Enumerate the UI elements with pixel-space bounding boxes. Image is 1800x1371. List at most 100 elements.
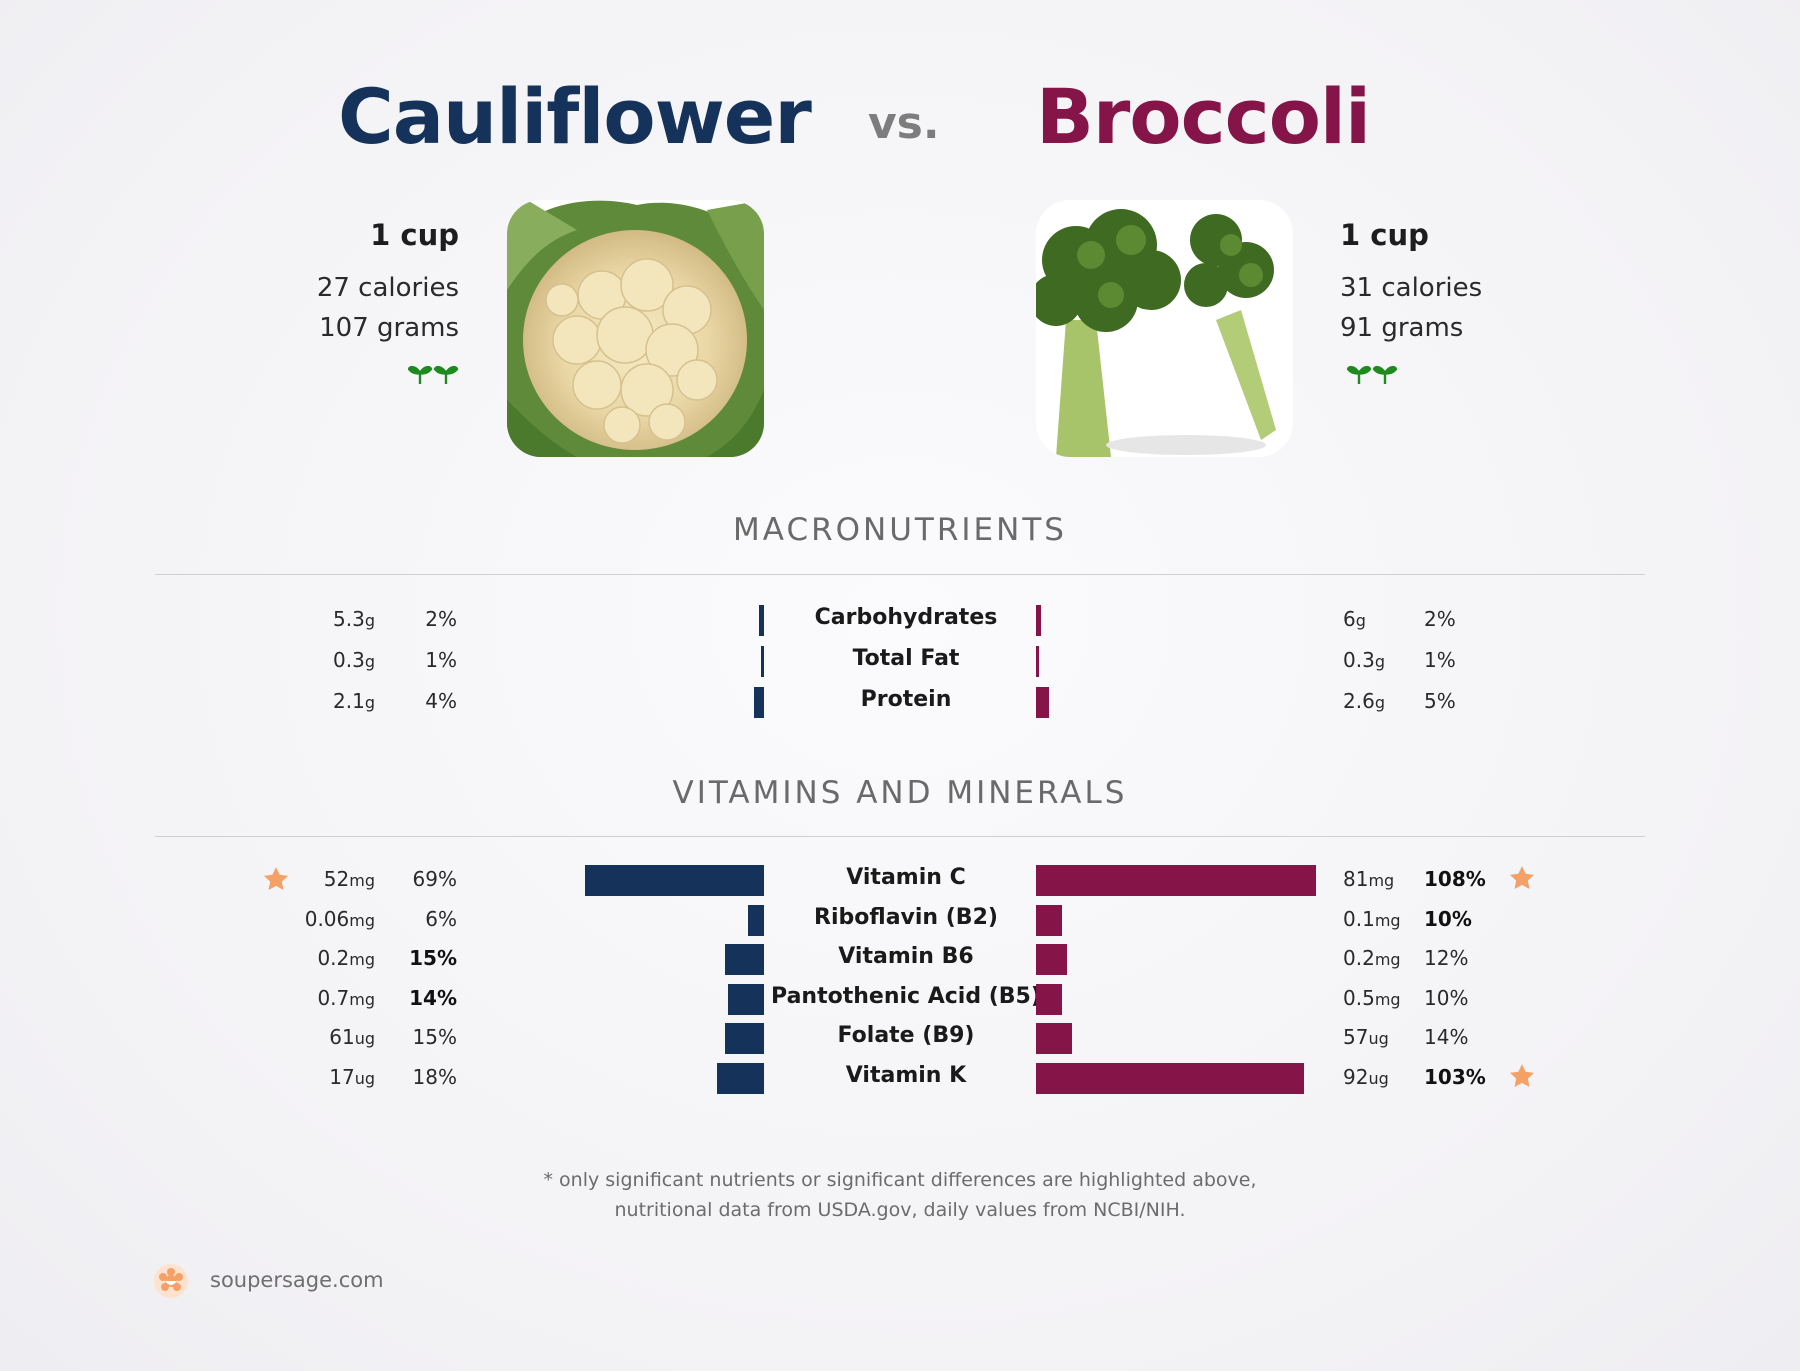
footnote-line-2: nutritional data from USDA.gov, daily va… xyxy=(614,1199,1186,1221)
amount-value: 92 xyxy=(1343,1064,1369,1089)
right-bar-vitamin-c xyxy=(1036,865,1316,896)
amount-value: 0.2 xyxy=(317,946,350,970)
left-percent-vitamin-b6: 15% xyxy=(409,946,457,970)
right-amount-total-fat: 0.3g xyxy=(1343,648,1385,672)
right-star-icon-vitamin-k xyxy=(1508,1062,1536,1094)
nutrient-label-vitamin-k: Vitamin K xyxy=(845,1062,967,1088)
left-bar-carbohydrates xyxy=(758,605,764,636)
left-bar-vitamin-k xyxy=(717,1062,764,1094)
right-food-title: Broccoli xyxy=(1036,72,1371,161)
amount-value: 5.3 xyxy=(333,607,365,631)
left-bar-pantothenic-acid-b5 xyxy=(727,983,764,1015)
amount-value: 0.2 xyxy=(1343,946,1375,970)
amount-value: 0.06 xyxy=(304,906,350,931)
left-serving: 1 cup xyxy=(370,218,459,252)
amount-value: 61 xyxy=(329,1025,355,1049)
right-bar-carbohydrates xyxy=(1036,605,1042,636)
amount-value: 0.1 xyxy=(1343,906,1375,931)
amount-value: 17 xyxy=(329,1064,355,1089)
left-bar-riboflavin-b2 xyxy=(748,904,764,936)
cauliflower-image xyxy=(507,200,764,457)
amount-unit: mg xyxy=(349,950,375,969)
right-amount-protein: 2.6g xyxy=(1343,689,1385,713)
right-amount-pantothenic-acid-b5: 0.5mg xyxy=(1343,986,1401,1010)
amount-value: 81 xyxy=(1343,867,1369,891)
right-amount-vitamin-b6: 0.2mg xyxy=(1343,946,1401,970)
right-calories: 31 calories xyxy=(1340,273,1483,303)
nutrient-label-vitamin-b6: Vitamin B6 xyxy=(838,944,974,969)
nutrient-label-total-fat: Total Fat xyxy=(852,646,960,671)
left-amount-folate-b9: 61ug xyxy=(329,1025,375,1049)
left-percent-pantothenic-acid-b5: 14% xyxy=(409,985,457,1010)
vitamins-title: VITAMINS AND MINERALS xyxy=(672,775,1128,811)
right-percent-total-fat: 1% xyxy=(1424,648,1456,672)
nutrient-label-vitamin-c: Vitamin C xyxy=(846,865,966,890)
left-percent-riboflavin-b2: 6% xyxy=(425,906,457,931)
right-percent-protein: 5% xyxy=(1424,689,1456,713)
left-percent-vitamin-k: 18% xyxy=(412,1064,457,1089)
right-grams: 91 grams xyxy=(1340,313,1464,343)
left-amount-pantothenic-acid-b5: 0.7mg xyxy=(317,986,375,1010)
amount-unit: mg xyxy=(349,910,375,930)
amount-value: 52 xyxy=(323,867,350,891)
right-amount-riboflavin-b2: 0.1mg xyxy=(1343,907,1401,931)
right-percent-pantothenic-acid-b5: 10% xyxy=(1424,985,1469,1010)
nutrient-label-protein: Protein xyxy=(860,687,952,712)
amount-unit: ug xyxy=(354,1029,375,1048)
amount-value: 0.5 xyxy=(1343,985,1375,1010)
right-amount-carbohydrates: 6g xyxy=(1343,607,1366,631)
amount-unit: mg xyxy=(349,989,375,1009)
amount-unit: mg xyxy=(1374,910,1401,930)
amount-value: 0.3 xyxy=(333,648,365,672)
right-sprout-icons xyxy=(1346,360,1399,386)
nutrient-label-pantothenic-acid-b5: Pantothenic Acid (B5) xyxy=(771,983,1041,1009)
amount-unit: g xyxy=(1374,693,1385,712)
vs-label: vs. xyxy=(868,98,940,149)
left-bar-vitamin-c xyxy=(584,865,764,896)
left-calories: 27 calories xyxy=(316,273,459,303)
left-amount-riboflavin-b2: 0.06mg xyxy=(305,907,375,931)
right-percent-vitamin-b6: 12% xyxy=(1424,946,1469,970)
amount-unit: mg xyxy=(1368,871,1395,890)
right-bar-vitamin-k xyxy=(1036,1062,1304,1094)
left-percent-vitamin-c: 69% xyxy=(412,867,457,891)
left-bar-protein xyxy=(753,687,764,718)
amount-unit: g xyxy=(364,693,375,712)
right-serving: 1 cup xyxy=(1340,218,1429,252)
amount-unit: mg xyxy=(349,871,375,890)
left-food-title: Cauliflower xyxy=(338,72,812,161)
right-amount-vitamin-k: 92ug xyxy=(1343,1065,1389,1089)
left-amount-total-fat: 0.3g xyxy=(333,648,375,672)
left-bar-vitamin-b6 xyxy=(725,944,764,975)
left-amount-vitamin-b6: 0.2mg xyxy=(317,946,375,970)
left-grams: 107 grams xyxy=(319,313,459,343)
amount-unit: ug xyxy=(1368,1029,1389,1048)
left-amount-vitamin-c: 52mg xyxy=(324,867,375,891)
left-sprout-icons xyxy=(407,360,460,386)
amount-value: 2.6 xyxy=(1343,689,1375,713)
broccoli-image xyxy=(1036,200,1293,457)
right-bar-pantothenic-acid-b5 xyxy=(1036,983,1062,1015)
footnote-line-1: * only significant nutrients or signific… xyxy=(543,1169,1257,1191)
sprout-icon xyxy=(407,365,459,384)
nutrient-label-folate-b9: Folate (B9) xyxy=(837,1023,975,1048)
right-percent-riboflavin-b2: 10% xyxy=(1424,906,1472,931)
right-bar-protein xyxy=(1036,687,1049,718)
amount-unit: g xyxy=(1374,652,1385,671)
brand-link[interactable]: soupersage.com xyxy=(210,1268,384,1292)
amount-unit: g xyxy=(364,611,375,630)
amount-value: 2.1 xyxy=(333,689,365,713)
left-bar-folate-b9 xyxy=(725,1023,764,1054)
right-percent-folate-b9: 14% xyxy=(1424,1025,1469,1049)
amount-value: 57 xyxy=(1343,1025,1369,1049)
left-amount-carbohydrates: 5.3g xyxy=(333,607,375,631)
soupersage-logo-icon xyxy=(153,1263,189,1299)
right-amount-vitamin-c: 81mg xyxy=(1343,867,1394,891)
vitamins-divider xyxy=(155,836,1645,837)
right-bar-vitamin-b6 xyxy=(1036,944,1068,975)
right-percent-vitamin-c: 108% xyxy=(1424,867,1486,891)
left-star-icon-vitamin-c xyxy=(262,865,290,897)
amount-value: 6 xyxy=(1343,607,1356,631)
left-percent-total-fat: 1% xyxy=(425,648,457,672)
left-percent-folate-b9: 15% xyxy=(412,1025,457,1049)
